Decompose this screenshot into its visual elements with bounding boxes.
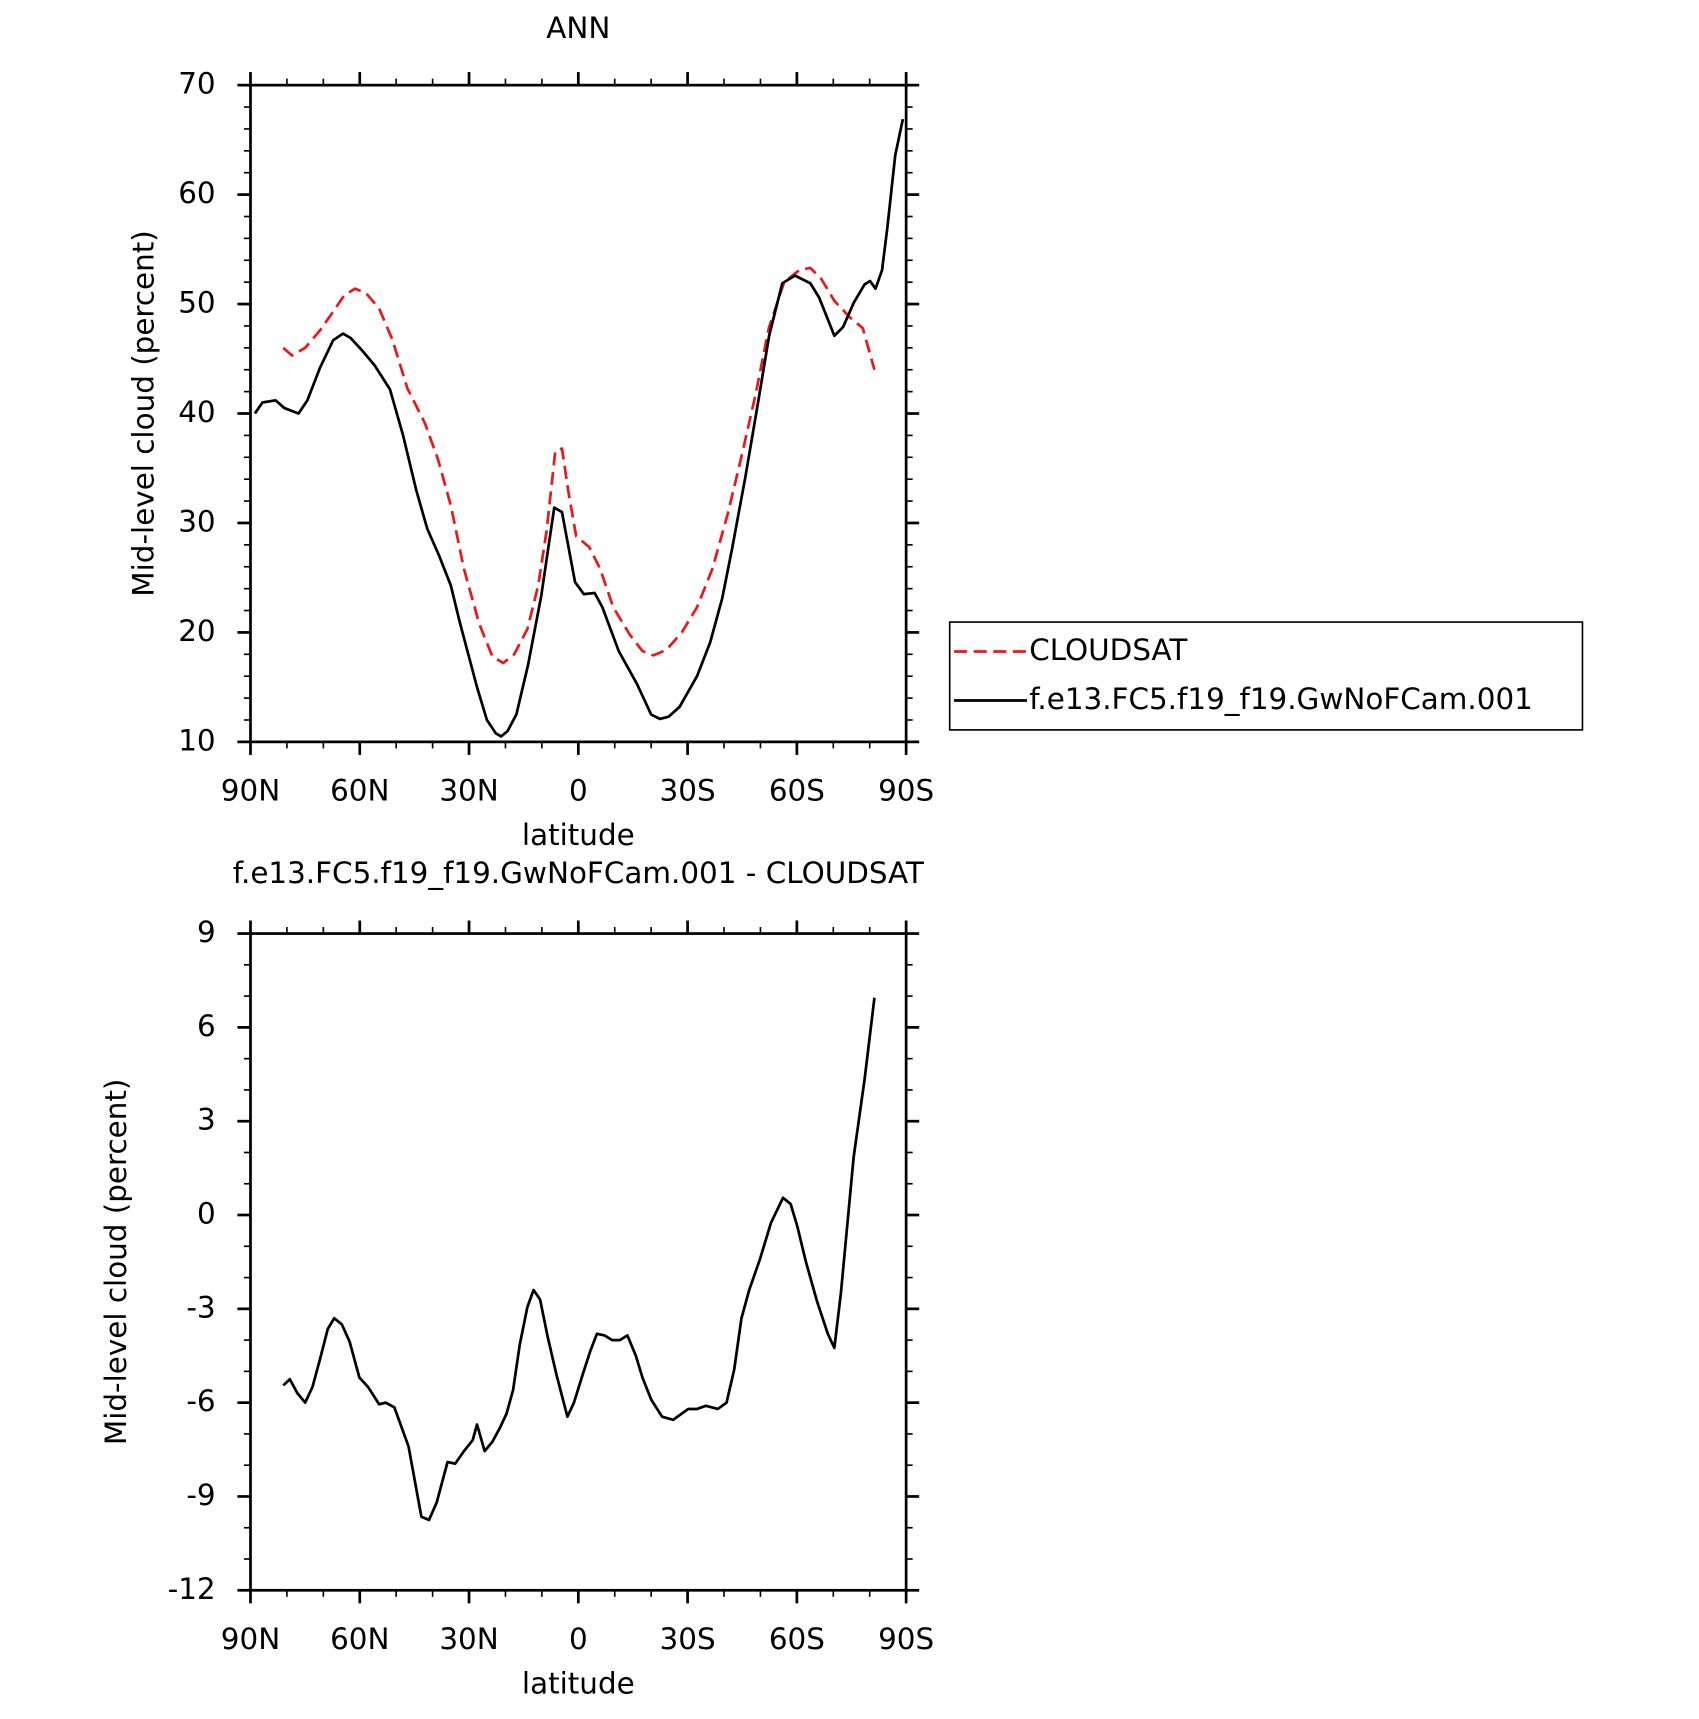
- x-axis-label: latitude: [522, 1667, 635, 1701]
- y-tick-label: 20: [178, 614, 215, 648]
- y-tick-label: -12: [168, 1572, 216, 1606]
- plot-frame: [249, 83, 908, 744]
- legend-box: [948, 621, 1584, 731]
- y-axis-label: Mid-level cloud (percent): [99, 1079, 133, 1445]
- x-tick-label: 30N: [439, 1622, 498, 1656]
- y-tick-label: -3: [186, 1290, 215, 1324]
- y-axis-label: Mid-level cloud (percent): [126, 230, 160, 596]
- y-tick-label: 30: [178, 504, 215, 538]
- x-tick-label: 30S: [660, 1622, 716, 1656]
- x-tick-label: 0: [569, 1622, 588, 1656]
- chart-title: ANN: [546, 11, 610, 45]
- y-tick-label: 9: [197, 915, 216, 949]
- series-line: [253, 118, 905, 738]
- series-line: [282, 266, 876, 665]
- legend-label: CLOUDSAT: [1029, 633, 1188, 667]
- x-tick-label: 0: [569, 773, 588, 807]
- x-tick-label: 60S: [769, 773, 825, 807]
- chart-title: f.e13.FC5.f19_f19.GwNoFCam.001 - CLOUDSA…: [233, 856, 925, 890]
- x-axis-label: latitude: [522, 818, 635, 852]
- x-tick-label: 60S: [769, 1622, 825, 1656]
- legend-label: f.e13.FC5.f19_f19.GwNoFCam.001: [1029, 682, 1533, 716]
- x-tick-label: 30N: [439, 773, 498, 807]
- y-tick-label: 0: [197, 1197, 216, 1231]
- x-tick-label: 90N: [221, 1622, 280, 1656]
- x-tick-label: 90S: [878, 1622, 934, 1656]
- y-tick-label: 3: [197, 1103, 216, 1137]
- x-tick-label: 60N: [330, 773, 389, 807]
- y-tick-label: -9: [186, 1478, 215, 1512]
- y-tick-label: 10: [178, 723, 215, 757]
- x-tick-label: 30S: [660, 773, 716, 807]
- y-tick-label: 50: [178, 286, 215, 320]
- series-line: [282, 997, 876, 1522]
- y-tick-label: 40: [178, 395, 215, 429]
- y-tick-label: 6: [197, 1009, 216, 1043]
- x-tick-label: 60N: [330, 1622, 389, 1656]
- y-tick-label: -6: [186, 1384, 215, 1418]
- y-tick-label: 60: [178, 176, 215, 210]
- plot-frame: [249, 932, 908, 1592]
- x-tick-label: 90N: [221, 773, 280, 807]
- x-tick-label: 90S: [878, 773, 934, 807]
- y-tick-label: 70: [178, 67, 215, 101]
